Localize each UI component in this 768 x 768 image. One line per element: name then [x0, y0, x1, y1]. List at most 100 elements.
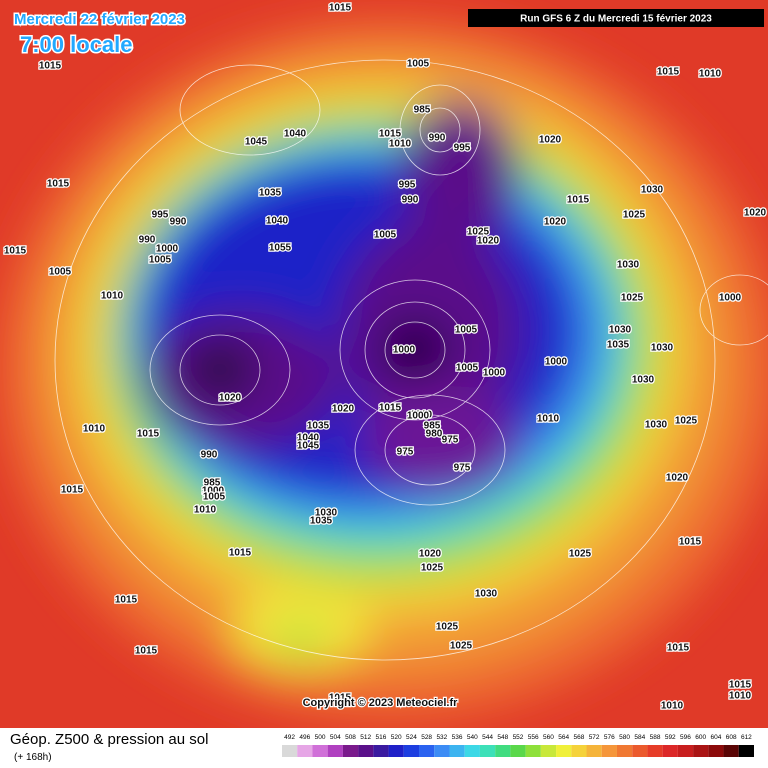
scale-label: 564 — [558, 734, 569, 741]
pressure-label: 1030 — [651, 343, 674, 354]
pressure-label: 1025 — [436, 622, 459, 633]
pressure-label: 1015 — [329, 693, 352, 704]
pressure-label: 1035 — [307, 421, 330, 432]
pressure-label: 995 — [152, 210, 169, 221]
scale-swatch — [708, 745, 724, 757]
scale-label: 548 — [497, 734, 508, 741]
pressure-label: 1030 — [609, 325, 632, 336]
scale-label: 596 — [680, 734, 691, 741]
pressure-label: 995 — [399, 180, 416, 191]
scale-label: 524 — [406, 734, 417, 741]
scale-label: 588 — [650, 734, 661, 741]
pressure-label: 1055 — [269, 243, 292, 254]
scale-label: 556 — [528, 734, 539, 741]
pressure-label: 1000 — [483, 368, 506, 379]
scale-swatch — [616, 745, 633, 757]
pressure-label: 1000 — [719, 293, 742, 304]
pressure-label: 1010 — [101, 291, 124, 302]
pressure-label: 1020 — [332, 404, 355, 415]
scale-label: 540 — [467, 734, 478, 741]
pressure-label: 1020 — [419, 549, 442, 560]
pressure-label: 1005 — [374, 230, 397, 241]
pressure-label: 975 — [397, 447, 414, 458]
copyright: Copyright © 2023 Meteociel.fr — [303, 697, 459, 709]
scale-label: 576 — [604, 734, 615, 741]
pressure-label: 1020 — [219, 393, 242, 404]
pressure-label: 1030 — [315, 508, 338, 519]
pressure-label: 1000 — [156, 244, 179, 255]
pressure-label: 1015 — [137, 429, 160, 440]
pressure-label: 1025 — [675, 416, 698, 427]
scale-swatch — [312, 745, 328, 757]
pressure-label: 980 — [426, 429, 443, 440]
pressure-label: 1020 — [477, 236, 500, 247]
scale-label: 604 — [711, 734, 722, 741]
pressure-label: 1000 — [202, 486, 225, 497]
scale-swatch — [479, 745, 496, 757]
lead-time: (+ 168h) — [14, 752, 52, 763]
scale-swatch — [510, 745, 526, 757]
scale-swatch — [693, 745, 709, 757]
pressure-label: 985 — [424, 421, 441, 432]
pressure-label: 1035 — [259, 188, 282, 199]
pressure-label: 1010 — [661, 701, 684, 712]
color-scale: 492 496 500 504 508 512 516 520 524 528 532 536 540 5… — [282, 734, 754, 757]
pressure-label: 1010 — [410, 410, 433, 421]
pressure-label: 990 — [201, 450, 218, 461]
scale-swatch — [388, 745, 404, 757]
pressure-label: 1015 — [39, 61, 62, 72]
pressure-label: 1005 — [456, 363, 479, 374]
scale-label: 560 — [543, 734, 554, 741]
scale-swatch — [586, 745, 602, 757]
scale-label: 508 — [345, 734, 356, 741]
scale-label: 528 — [421, 734, 432, 741]
pressure-label: 1040 — [297, 433, 320, 444]
pressure-label: 1015 — [729, 680, 752, 691]
scale-swatch — [342, 745, 359, 757]
pressure-label: 1015 — [329, 3, 352, 14]
scale-label: 496 — [299, 734, 310, 741]
scale-label: 572 — [589, 734, 600, 741]
scale-label: 504 — [330, 734, 341, 741]
scale-swatch — [525, 745, 541, 757]
pressure-label: 1015 — [379, 403, 402, 414]
pressure-label: 990 — [402, 195, 419, 206]
pressure-label: 1000 — [393, 345, 416, 356]
scale-label: 532 — [436, 734, 447, 741]
pressure-label: 975 — [454, 463, 471, 474]
pressure-label: 1035 — [607, 340, 630, 351]
pressure-label: 1030 — [617, 260, 640, 271]
height-field — [0, 0, 768, 728]
pressure-label: 1015 — [61, 485, 84, 496]
scale-label: 544 — [482, 734, 493, 741]
pressure-label: 1015 — [115, 595, 138, 606]
pressure-label: 1015 — [657, 67, 680, 78]
scale-swatch — [662, 745, 678, 757]
pressure-label: 1010 — [83, 424, 106, 435]
pressure-label: 1005 — [149, 255, 172, 266]
scale-swatch — [540, 745, 557, 757]
scale-swatch — [297, 745, 313, 757]
pressure-label: 1000 — [545, 357, 568, 368]
pressure-label: 1005 — [203, 492, 226, 503]
scale-label: 516 — [376, 734, 387, 741]
pressure-label: 1035 — [310, 516, 333, 527]
pressure-label: 1015 — [679, 537, 702, 548]
scale-label: 612 — [741, 734, 752, 741]
scale-label: 552 — [513, 734, 524, 741]
scale-label: 592 — [665, 734, 676, 741]
scale-swatch — [632, 745, 648, 757]
pressure-label: 1010 — [729, 691, 752, 702]
pressure-label: 1015 — [47, 179, 70, 190]
pressure-label: 1005 — [407, 59, 430, 70]
scale-swatch — [419, 745, 435, 757]
scale-swatch — [738, 745, 754, 757]
pressure-label: 1040 — [266, 216, 289, 227]
pressure-label: 1015 — [379, 129, 402, 140]
scale-swatch — [327, 745, 343, 757]
scale-label: 568 — [573, 734, 584, 741]
pressure-label: 1025 — [467, 227, 490, 238]
scale-swatch — [677, 745, 694, 757]
